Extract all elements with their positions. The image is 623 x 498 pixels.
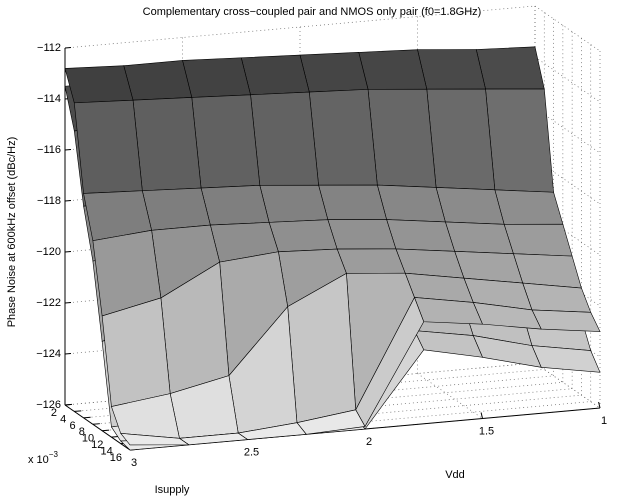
y-multiplier: x 10−3 <box>28 450 58 466</box>
y-tick <box>102 429 110 432</box>
z-tick-label: −122 <box>36 297 61 309</box>
y-tick <box>111 436 119 438</box>
surface-patch <box>64 65 134 104</box>
y-tick <box>92 423 100 425</box>
surface-patch <box>475 46 545 90</box>
surface-patch <box>336 248 406 274</box>
surface-patch <box>191 94 261 189</box>
surface-patch <box>132 97 202 192</box>
surface-patch <box>503 223 573 257</box>
grid-line <box>417 373 483 419</box>
surface-patch <box>141 187 211 231</box>
surface-patch <box>417 49 486 90</box>
surface-patch <box>367 88 437 188</box>
surface-patch <box>358 49 428 90</box>
y-tick-label: 12 <box>91 439 103 451</box>
multiplier-exponent: −3 <box>49 450 59 459</box>
surface-patch <box>123 60 193 101</box>
z-axis-label: Phase Noise at 600kHz offset (dBc/Hz) <box>6 137 18 328</box>
chart-title: Complementary cross−coupled pair and NMO… <box>143 6 482 18</box>
z-tick-label: −116 <box>37 144 61 156</box>
surface-patch <box>259 184 329 223</box>
y-tick <box>64 403 73 406</box>
surface-patch <box>250 91 319 186</box>
surface-patch <box>318 184 387 220</box>
x-tick <box>480 412 483 419</box>
surface-patch <box>308 89 378 186</box>
surface-patch <box>444 221 514 255</box>
z-tick <box>64 200 72 202</box>
surface-patch <box>426 88 496 191</box>
x-tick-label: 1.5 <box>479 425 494 437</box>
y-tick-label: 8 <box>79 426 85 438</box>
grid-line <box>534 5 601 52</box>
y-tick-label: 2 <box>51 407 57 419</box>
z-tick <box>64 353 72 355</box>
y-tick <box>74 410 82 412</box>
x-tick-label: 1 <box>601 415 607 427</box>
surface-patch <box>268 219 338 253</box>
surface-patch <box>73 99 143 194</box>
surface-patch <box>386 219 456 252</box>
surface-patch <box>376 184 446 223</box>
surface-patch <box>485 88 554 193</box>
x-axis-label: Vdd <box>445 469 465 481</box>
surface-patch <box>435 187 505 225</box>
multiplier-base: x 10 <box>28 454 49 466</box>
surface-patch <box>531 309 601 332</box>
surface-patch <box>200 185 270 226</box>
surface-patch <box>240 54 310 96</box>
x-tick-label: 2 <box>366 436 372 448</box>
z-tick <box>64 47 72 49</box>
z-tick-label: −118 <box>37 195 61 207</box>
surface-patch <box>101 297 171 407</box>
x-tick-label: 2.5 <box>244 446 259 458</box>
y-tick-label: 16 <box>110 452 122 464</box>
z-tick-label: −120 <box>36 246 61 258</box>
z-tick <box>64 302 72 304</box>
y-axis-label: Isupply <box>155 484 190 496</box>
surface-patch <box>299 52 369 93</box>
y-axis <box>64 404 131 451</box>
surface-patch <box>494 189 564 225</box>
surface-patch <box>182 57 251 98</box>
y-tick-label: 6 <box>69 420 75 432</box>
z-tick <box>64 251 72 253</box>
surface-patch <box>120 433 190 446</box>
z-tick <box>64 149 72 151</box>
z-tick-label: −112 <box>37 42 61 54</box>
surface-patch <box>327 219 397 250</box>
x-tick-label: 3 <box>131 457 137 469</box>
y-tick-label: 14 <box>100 445 112 457</box>
y-tick-label: 10 <box>82 433 94 445</box>
z-tick-label: −114 <box>37 93 61 105</box>
y-tick <box>83 416 91 419</box>
z-tick-label: −126 <box>36 399 61 411</box>
z-tick-label: −124 <box>36 348 61 360</box>
y-tick-label: 4 <box>60 413 66 425</box>
x-tick <box>598 401 601 409</box>
